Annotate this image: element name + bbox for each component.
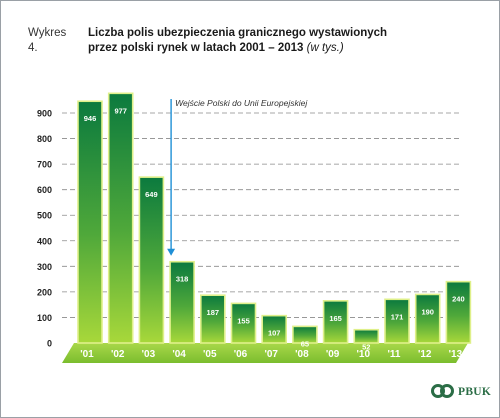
y-tick-label: 100	[37, 313, 52, 323]
x-tick-label: '04	[172, 349, 186, 360]
x-axis-band-shape	[62, 343, 468, 363]
bar-value-label: 946	[84, 114, 97, 123]
x-tick-label: '10	[357, 349, 371, 360]
bar-value-label: 171	[391, 312, 404, 321]
eu-accession-annotation: Wejście Polski do Unii Europejskiej	[167, 98, 308, 256]
bar	[230, 302, 257, 344]
annotation-arrow-head	[167, 248, 176, 256]
bar	[107, 92, 134, 344]
bar-value-label: 52	[362, 343, 370, 352]
chart-title-line2-bold: przez polski rynek w latach 2001 – 2013	[88, 42, 304, 54]
bar	[445, 280, 472, 344]
x-tick-label: '05	[203, 349, 217, 360]
bar-value-label: 65	[301, 339, 309, 348]
y-tick-label: 700	[37, 160, 52, 170]
y-tick-label: 400	[37, 236, 52, 246]
bar-value-label: 165	[329, 314, 342, 323]
bar	[353, 328, 380, 344]
chart-title-line1: Liczba polis ubezpieczenia granicznego w…	[88, 27, 388, 39]
y-tick-label: 600	[37, 185, 52, 195]
bar-value-label: 318	[176, 275, 189, 284]
y-tick-label: 500	[37, 211, 52, 221]
y-tick-label: 800	[37, 134, 52, 144]
bar-value-label: 649	[145, 190, 158, 199]
x-tick-label: '06	[234, 349, 248, 360]
pbuk-logo-icon	[431, 384, 454, 398]
annotation-label: Wejście Polski do Unii Europejskiej	[175, 98, 308, 108]
bar-value-label: 190	[421, 307, 434, 316]
x-tick-label: '11	[388, 349, 401, 360]
bar	[384, 298, 410, 344]
bar	[414, 293, 441, 344]
bars	[77, 92, 472, 344]
bar-value-label: 155	[237, 316, 250, 325]
chart-title-prefix: Wykres 4.	[28, 27, 67, 54]
bar-value-labels: 946 977 649 318 187 155 107 65 165 52 171 190 240	[84, 106, 465, 351]
bar-value-label: 107	[268, 329, 281, 338]
y-tick-label: 300	[37, 262, 52, 272]
x-tick-label: '09	[326, 349, 340, 360]
y-tick-label: 200	[37, 287, 52, 297]
chart-title-line2: przez polski rynek w latach 2001 – 2013 …	[88, 41, 488, 56]
x-tick-label: '01	[80, 349, 94, 360]
y-axis-ticks: 0 100 200 300 400 500 600 700 800 900	[37, 109, 52, 349]
x-axis-band	[62, 343, 468, 363]
bar	[77, 100, 103, 344]
bar	[261, 314, 288, 344]
x-tick-label: '07	[264, 349, 278, 360]
bar	[322, 300, 349, 344]
x-axis-ticks: '01 '02 '03 '04 '05 '06 '07 '08 '09 '10 '11 '12 '13	[80, 349, 462, 360]
bar	[292, 325, 318, 344]
bar-value-label: 977	[114, 106, 127, 115]
brand-name: PBUK	[458, 386, 492, 398]
bar	[138, 176, 165, 344]
bar	[169, 260, 195, 344]
bar-value-label: 240	[452, 295, 465, 304]
x-tick-label: '12	[418, 349, 432, 360]
y-tick-label: 900	[37, 109, 52, 119]
bar	[200, 294, 226, 344]
x-tick-label: '08	[295, 349, 309, 360]
bar-value-label: 187	[207, 308, 220, 317]
y-tick-label: 0	[47, 339, 52, 349]
x-tick-label: '02	[111, 349, 125, 360]
x-tick-label: '13	[449, 349, 463, 360]
chart-title-unit: (w tys.)	[306, 42, 344, 54]
x-tick-label: '03	[142, 349, 156, 360]
